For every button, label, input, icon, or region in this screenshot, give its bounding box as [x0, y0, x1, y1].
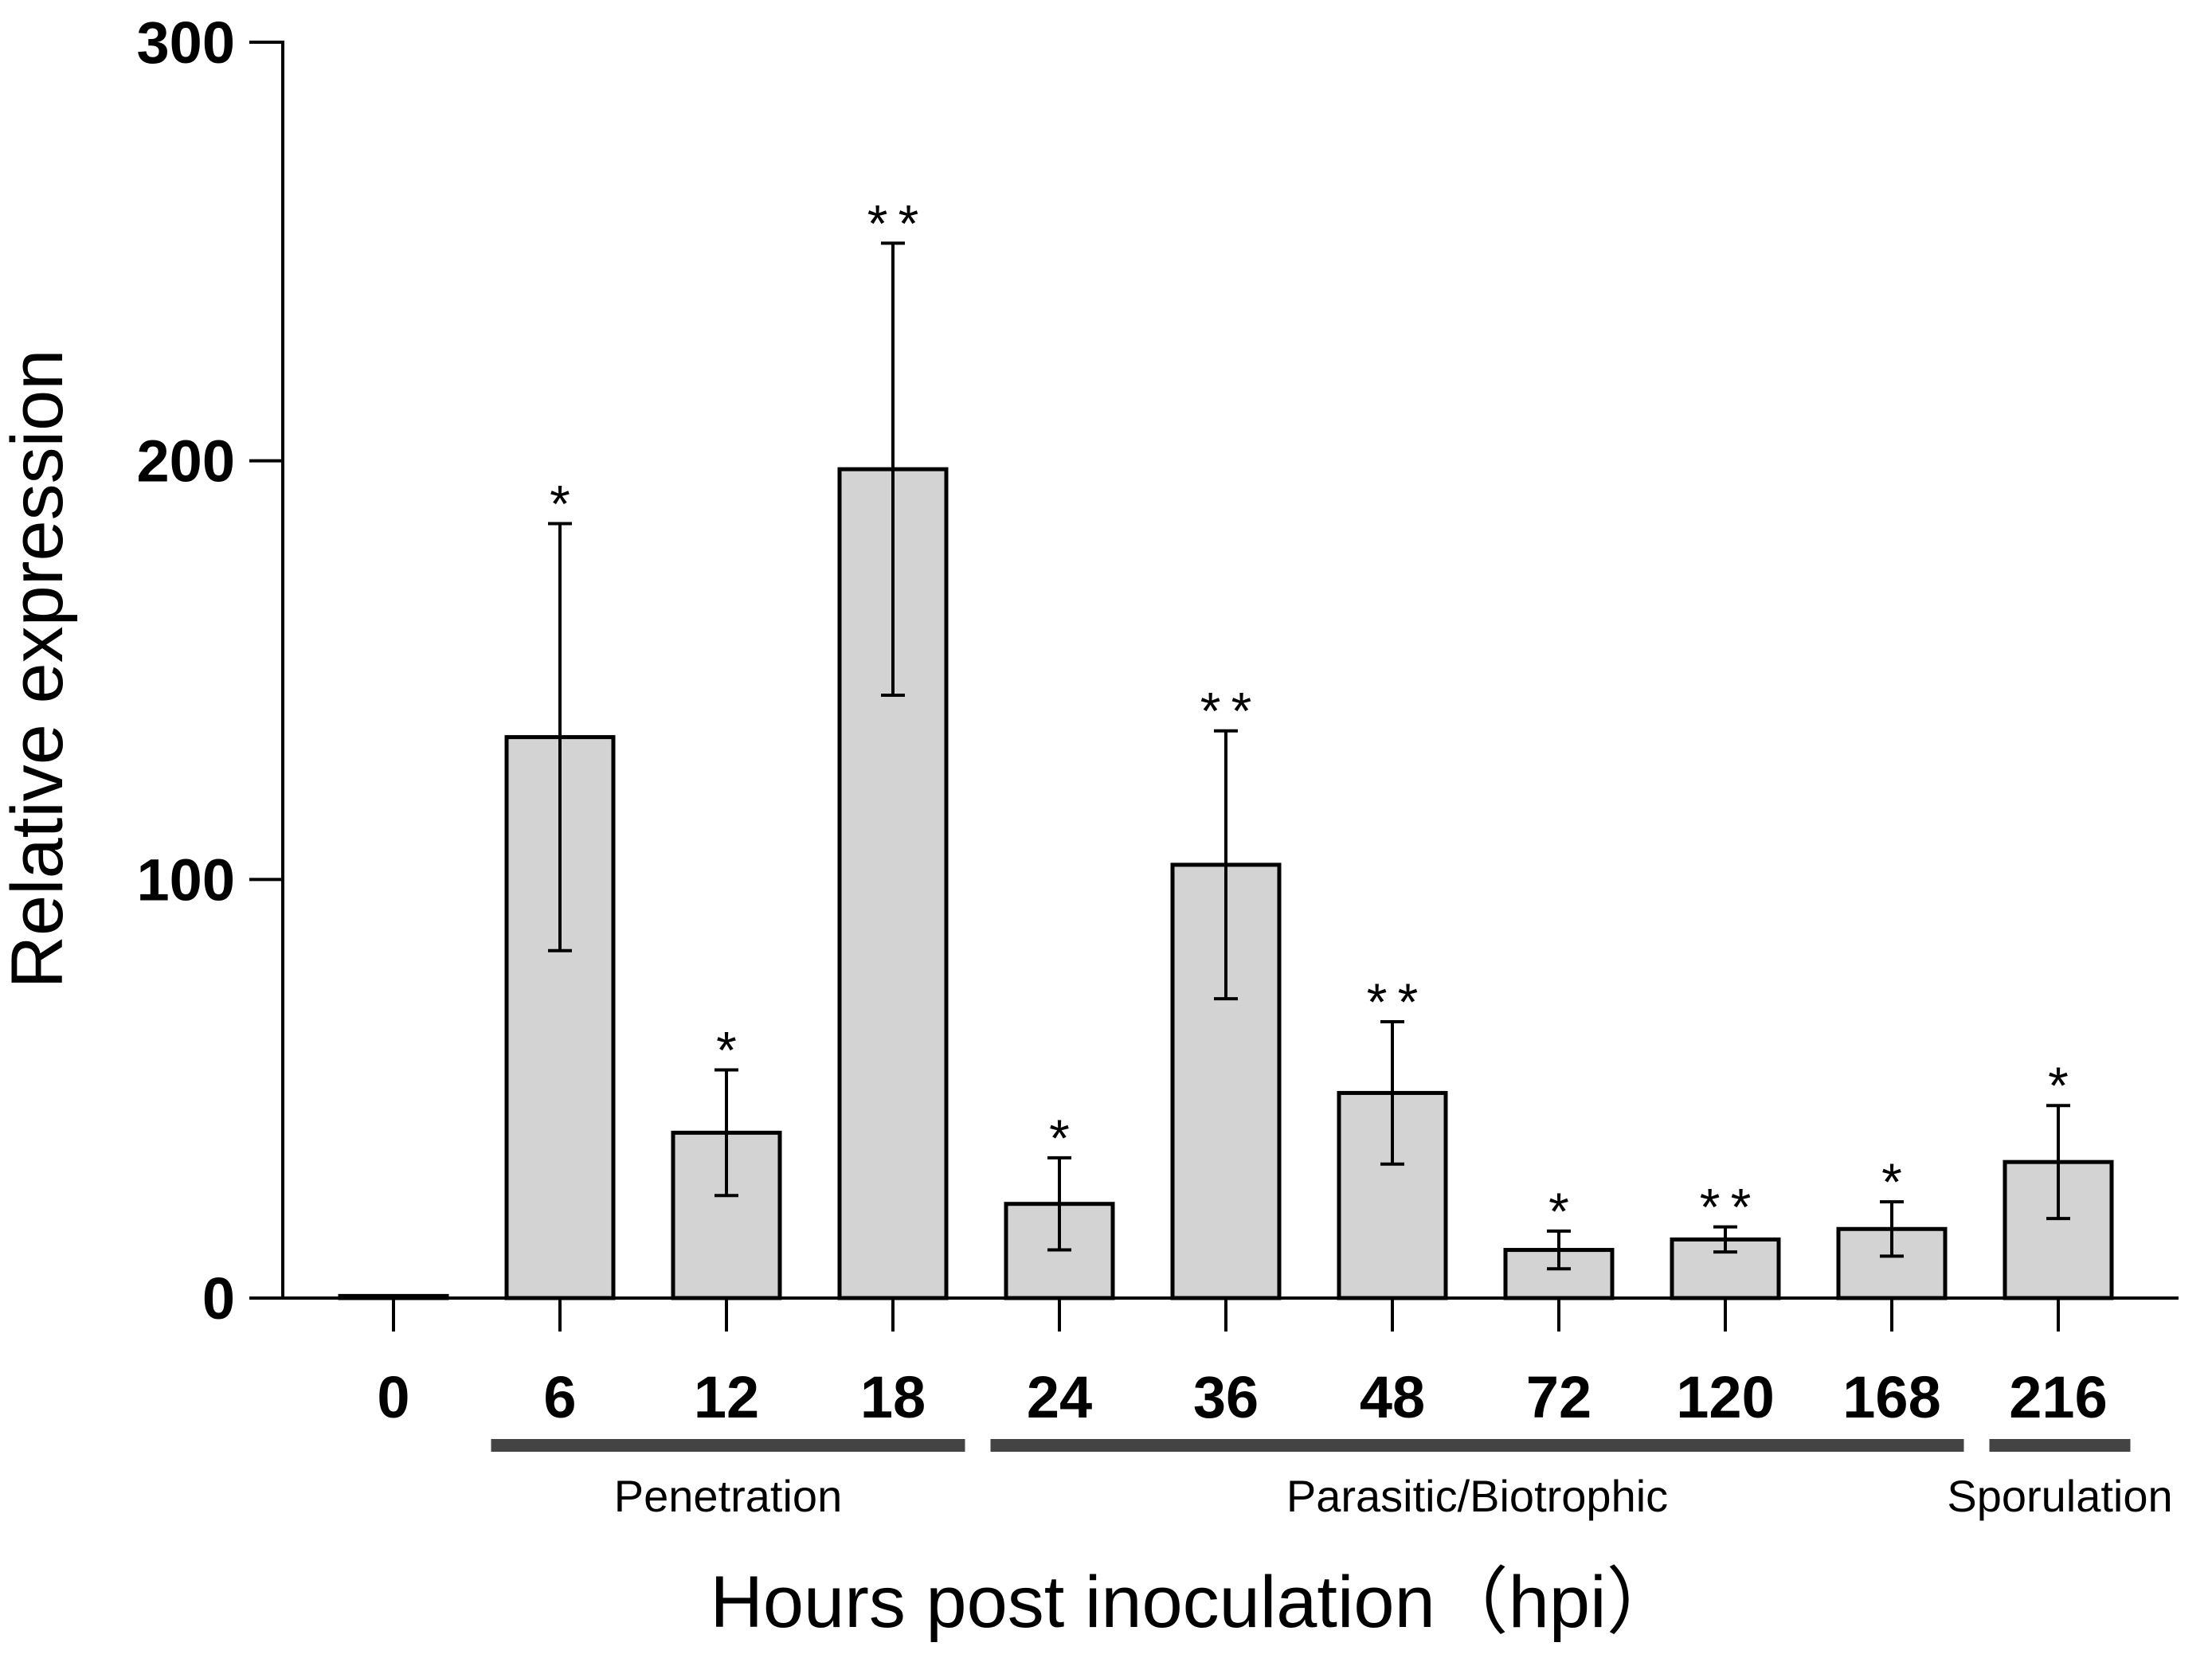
x-tick-label: 216 — [2009, 1364, 2107, 1430]
significance-label: * — [550, 475, 570, 534]
y-tick-label: 0 — [202, 1265, 235, 1332]
phase-bar — [1989, 1439, 2131, 1452]
x-axis: 0 6 12 18 24 36 48 72 120 168 216 — [281, 1296, 2179, 1430]
y-axis: 0 100 200 300 — [137, 10, 284, 1332]
x-tick-label: 36 — [1193, 1364, 1259, 1430]
phase-label: Parasitic/Biotrophic — [1286, 1471, 1668, 1521]
significance-label: * * — [1200, 682, 1252, 741]
phase-bar — [990, 1439, 1964, 1452]
y-tick-label: 300 — [137, 10, 235, 76]
significance-label: * — [1881, 1152, 1902, 1211]
y-axis-title: Relative expression — [0, 350, 78, 989]
significance-label: * * — [867, 194, 919, 252]
x-tick-label: 48 — [1360, 1364, 1425, 1430]
x-tick-label: 12 — [694, 1364, 759, 1430]
phase-bar — [491, 1439, 965, 1452]
significance-label: * * — [1700, 1178, 1752, 1237]
significance-label: * — [1548, 1182, 1569, 1241]
x-axis-title: Hours post inoculation（hpi） — [710, 1562, 1679, 1643]
phase-label: Penetration — [614, 1471, 842, 1521]
bar — [837, 467, 949, 1300]
y-tick-label: 200 — [137, 428, 235, 495]
x-tick-label: 18 — [860, 1364, 926, 1430]
phase-label: Sporulation — [1947, 1471, 2172, 1521]
significance-label: * * — [1367, 972, 1419, 1031]
x-tick-label: 24 — [1027, 1364, 1092, 1430]
significance-label: * — [716, 1021, 737, 1080]
x-tick-label: 120 — [1676, 1364, 1774, 1430]
significance-label: * — [1049, 1109, 1070, 1167]
phase-annotations: Penetration Parasitic/Biotrophic Sporulati… — [491, 1439, 2173, 1521]
x-tick-label: 0 — [377, 1364, 409, 1430]
x-tick-label: 72 — [1526, 1364, 1591, 1430]
bars: * * * * * * * * * * * * * * — [338, 194, 2114, 1300]
significance-label: * — [2048, 1056, 2069, 1115]
x-tick-label: 168 — [1842, 1364, 1940, 1430]
y-tick-label: 100 — [137, 847, 235, 913]
x-tick-label: 6 — [543, 1364, 576, 1430]
